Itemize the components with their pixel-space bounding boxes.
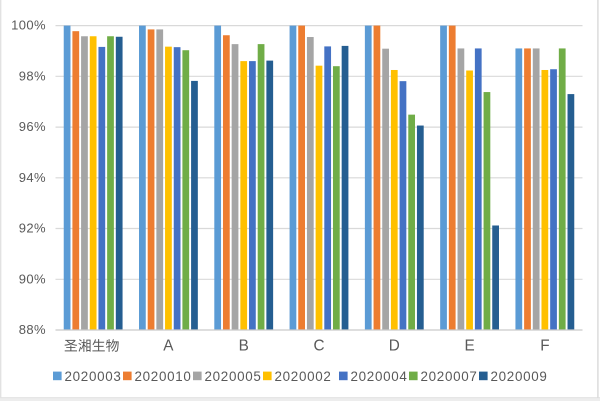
svg-text:2020007: 2020007 — [421, 369, 478, 384]
svg-text:2020002: 2020002 — [275, 369, 332, 384]
svg-text:C: C — [313, 338, 324, 355]
svg-text:A: A — [163, 338, 174, 355]
svg-text:2020005: 2020005 — [205, 369, 262, 384]
svg-text:96%: 96% — [19, 119, 46, 134]
svg-text:92%: 92% — [19, 221, 46, 236]
svg-text:2020004: 2020004 — [351, 369, 408, 384]
svg-text:90%: 90% — [19, 271, 46, 286]
svg-text:2020009: 2020009 — [491, 369, 548, 384]
svg-text:D: D — [389, 338, 400, 355]
svg-text:2020003: 2020003 — [65, 369, 122, 384]
svg-text:98%: 98% — [19, 68, 46, 83]
svg-text:100%: 100% — [11, 18, 46, 33]
svg-text:E: E — [464, 338, 474, 355]
svg-text:88%: 88% — [19, 322, 46, 337]
svg-text:F: F — [540, 338, 549, 355]
svg-text:2020010: 2020010 — [135, 369, 192, 384]
svg-text:94%: 94% — [19, 170, 46, 185]
svg-text:B: B — [239, 338, 249, 355]
